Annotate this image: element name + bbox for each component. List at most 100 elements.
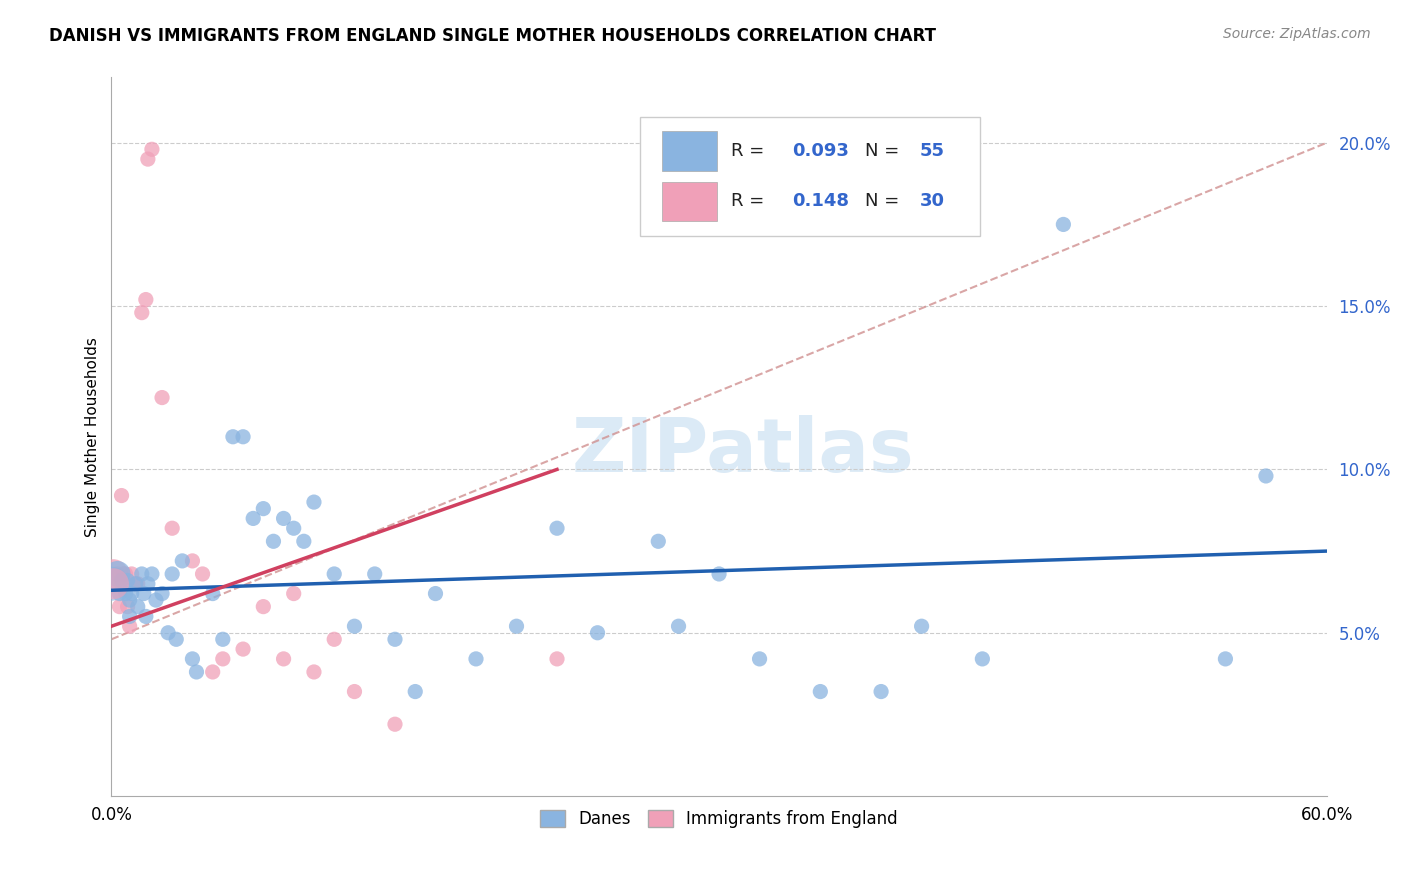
- Point: [364, 566, 387, 581]
- Point: [1215, 652, 1237, 666]
- Point: [465, 652, 488, 666]
- Text: 55: 55: [920, 142, 945, 160]
- Point: [135, 609, 157, 624]
- Point: [404, 684, 426, 698]
- Point: [186, 665, 208, 679]
- Point: [748, 652, 770, 666]
- Point: [160, 521, 183, 535]
- Point: [121, 566, 143, 581]
- Point: [323, 566, 346, 581]
- Point: [150, 586, 173, 600]
- Point: [232, 642, 254, 657]
- FancyBboxPatch shape: [662, 182, 717, 221]
- Legend: Danes, Immigrants from England: Danes, Immigrants from England: [534, 803, 904, 835]
- Point: [165, 632, 187, 647]
- Point: [160, 566, 183, 581]
- Point: [201, 586, 224, 600]
- Point: [103, 566, 125, 581]
- Point: [707, 566, 730, 581]
- Point: [647, 534, 669, 549]
- Point: [292, 534, 315, 549]
- Point: [141, 142, 163, 156]
- Point: [242, 511, 264, 525]
- FancyBboxPatch shape: [640, 117, 980, 235]
- Point: [252, 501, 274, 516]
- Point: [191, 566, 214, 581]
- Point: [273, 511, 295, 525]
- Point: [343, 684, 366, 698]
- Point: [910, 619, 932, 633]
- Text: 30: 30: [920, 192, 945, 210]
- Point: [157, 625, 180, 640]
- Point: [211, 652, 233, 666]
- Point: [117, 574, 139, 588]
- Point: [172, 554, 194, 568]
- Text: N =: N =: [865, 142, 905, 160]
- Point: [141, 566, 163, 581]
- Point: [118, 593, 141, 607]
- Point: [586, 625, 609, 640]
- Text: R =: R =: [731, 142, 770, 160]
- Text: ZIPatlas: ZIPatlas: [572, 415, 915, 488]
- Point: [808, 684, 831, 698]
- Point: [127, 576, 149, 591]
- Point: [181, 652, 204, 666]
- Point: [150, 391, 173, 405]
- Point: [100, 576, 122, 591]
- Point: [343, 619, 366, 633]
- Point: [181, 554, 204, 568]
- Point: [110, 574, 132, 588]
- Text: R =: R =: [731, 192, 770, 210]
- Point: [668, 619, 690, 633]
- Y-axis label: Single Mother Households: Single Mother Households: [86, 337, 100, 537]
- Point: [118, 609, 141, 624]
- Point: [302, 665, 325, 679]
- Point: [108, 599, 131, 614]
- Point: [425, 586, 447, 600]
- Point: [121, 586, 143, 600]
- Point: [127, 599, 149, 614]
- Point: [283, 521, 305, 535]
- Point: [125, 576, 148, 591]
- Point: [222, 430, 245, 444]
- Point: [505, 619, 527, 633]
- Point: [125, 576, 148, 591]
- Point: [232, 430, 254, 444]
- Point: [107, 566, 129, 581]
- Point: [283, 586, 305, 600]
- Text: DANISH VS IMMIGRANTS FROM ENGLAND SINGLE MOTHER HOUSEHOLDS CORRELATION CHART: DANISH VS IMMIGRANTS FROM ENGLAND SINGLE…: [49, 27, 936, 45]
- Point: [252, 599, 274, 614]
- Point: [135, 293, 157, 307]
- Point: [114, 566, 136, 581]
- Point: [546, 521, 568, 535]
- Text: 0.148: 0.148: [792, 192, 849, 210]
- Point: [384, 632, 406, 647]
- Point: [136, 576, 159, 591]
- Point: [131, 566, 153, 581]
- Point: [118, 619, 141, 633]
- Point: [273, 652, 295, 666]
- Point: [262, 534, 284, 549]
- Point: [1254, 469, 1277, 483]
- Point: [323, 632, 346, 647]
- Point: [114, 586, 136, 600]
- Point: [972, 652, 994, 666]
- Point: [136, 152, 159, 166]
- Point: [112, 566, 135, 581]
- Point: [132, 586, 155, 600]
- FancyBboxPatch shape: [662, 131, 717, 171]
- Text: 0.093: 0.093: [792, 142, 849, 160]
- Point: [108, 586, 131, 600]
- Point: [131, 305, 153, 319]
- Point: [107, 566, 129, 581]
- Text: N =: N =: [865, 192, 905, 210]
- Point: [201, 665, 224, 679]
- Point: [302, 495, 325, 509]
- Point: [110, 489, 132, 503]
- Point: [117, 599, 139, 614]
- Point: [870, 684, 893, 698]
- Point: [103, 576, 125, 591]
- Point: [211, 632, 233, 647]
- Point: [1052, 218, 1074, 232]
- Point: [546, 652, 568, 666]
